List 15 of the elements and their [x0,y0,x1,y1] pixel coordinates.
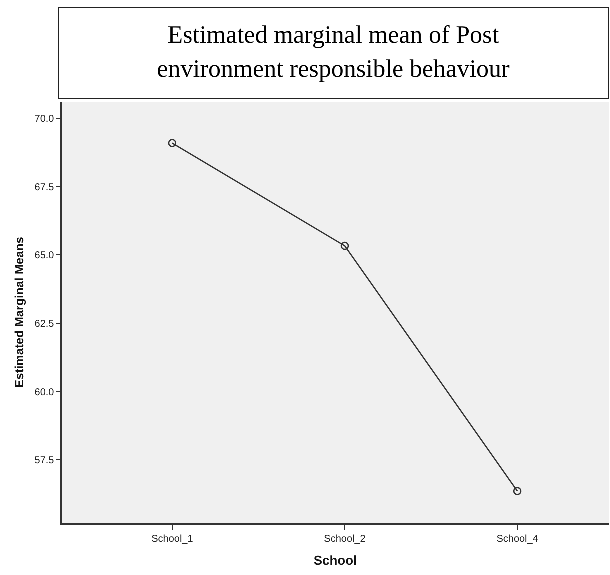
y-tick-label: 67.5 [34,182,55,194]
y-tick-label: 60.0 [34,387,55,398]
point [340,242,350,250]
y-tick-label: 62.5 [34,318,55,330]
x-tick-label: School_4 [496,534,539,545]
y-tick-label: 57.5 [34,456,55,467]
x-tick-label: School_1 [152,534,194,545]
x-tick-label: School_2 [324,534,366,545]
chart-title: Estimated marginal mean of Post environment responsible behaviour [58,7,609,99]
point [513,487,522,496]
x-axis-title: School [314,552,358,568]
y-tick-label: 65.0 [34,250,55,262]
point [168,139,177,148]
y-axis-title: Estimated Marginal Means [12,236,27,388]
y-tick-label: 70.0 [34,114,55,125]
